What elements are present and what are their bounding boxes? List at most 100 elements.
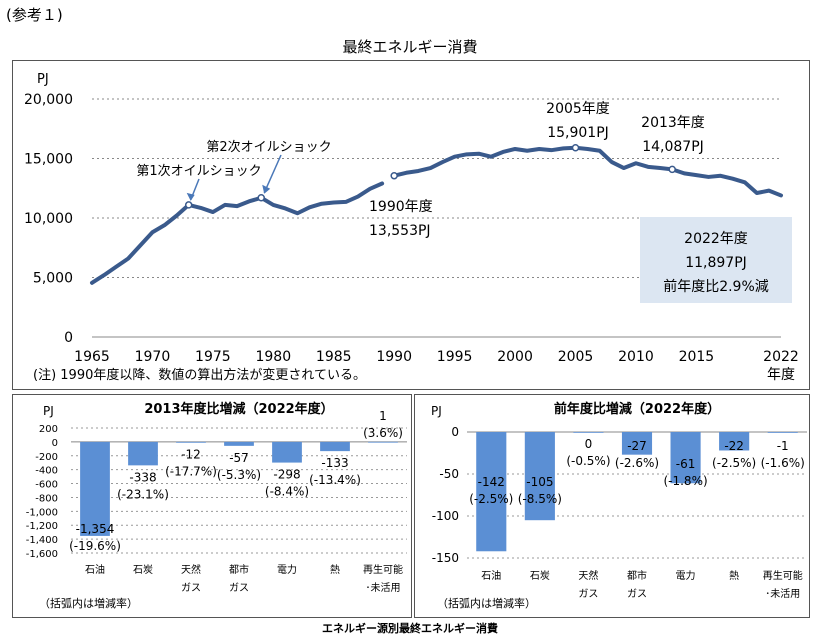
annotation-oil-shock-1: 第1次オイルショック xyxy=(136,163,261,179)
series-line xyxy=(392,145,783,198)
category-label: ガス xyxy=(627,588,647,600)
annotation-arrow-head xyxy=(186,192,195,201)
series-line xyxy=(90,181,385,285)
callout-line: 11,897PJ xyxy=(685,255,747,271)
y-tick-label: -1,400 xyxy=(26,535,58,546)
category-label: ガス xyxy=(578,588,598,600)
bar xyxy=(224,441,254,446)
bar xyxy=(476,432,507,552)
category-label: 熱 xyxy=(729,569,739,582)
category-label: 電力 xyxy=(277,563,297,576)
bottom-caption: エネルギー源別最終エネルギー消費 xyxy=(322,622,498,635)
y-tick-label: -1,600 xyxy=(26,549,58,560)
bar-value-label: -133 xyxy=(321,456,348,470)
x-tick-label: 2015 xyxy=(679,349,715,365)
main-chart-title: 最終エネルギー消費 xyxy=(342,38,478,56)
bar-chart-title: 前年度比増減（2022年度） xyxy=(554,401,720,417)
bar xyxy=(621,432,653,455)
y-tick-label: -50 xyxy=(439,467,459,481)
bar xyxy=(524,432,555,521)
bar-chart-title: 2013年度比増減（2022年度） xyxy=(144,401,333,417)
category-label: 石油 xyxy=(481,569,501,582)
bar-rate-label: (-19.6%) xyxy=(69,539,121,553)
y-tick-label: -1,200 xyxy=(26,521,58,532)
bar-chart-note: （括弧内は増減率） xyxy=(437,596,536,610)
bar-rate-label: (-2.6%) xyxy=(615,456,659,470)
category-label: 熱 xyxy=(330,563,340,576)
bar-value-label: -142 xyxy=(478,475,505,489)
bar-rate-label: (-1.6%) xyxy=(761,456,805,470)
highlight-point xyxy=(257,194,265,202)
bar xyxy=(272,441,302,463)
bar-rate-label: (3.6%) xyxy=(363,426,403,440)
bar-rate-label: (-8.4%) xyxy=(265,485,309,499)
bar-chart-note: （括弧内は増減率） xyxy=(39,596,138,610)
category-label: 再生可能 xyxy=(363,563,403,576)
category-label: ガス xyxy=(181,582,201,594)
bar xyxy=(719,432,750,451)
bar xyxy=(573,432,604,433)
bar xyxy=(128,441,158,466)
y-tick-label: -800 xyxy=(35,493,58,504)
callout-box xyxy=(640,217,792,303)
category-label: 石油 xyxy=(85,563,105,576)
y-tick-label: 10,000 xyxy=(24,211,73,227)
x-tick-label: 2005 xyxy=(558,349,594,365)
y-tick-label: 15,000 xyxy=(24,152,73,168)
highlight-point xyxy=(390,171,398,180)
bar-value-label: -57 xyxy=(229,451,249,465)
category-label: ･未活用 xyxy=(366,582,401,594)
category-label: 都市 xyxy=(627,569,647,582)
category-label: 再生可能 xyxy=(763,569,803,582)
main-line-chart: 0 5,000 10,000 15,000 20,000 PJ 1965 1970 1975 19… xyxy=(24,72,799,383)
bar-value-label: 0 xyxy=(585,437,593,451)
bar xyxy=(670,432,701,484)
y-tick-label: 200 xyxy=(39,424,58,435)
annotation-2013-value: 14,087PJ xyxy=(642,139,704,155)
highlight-point xyxy=(184,201,193,209)
bar-value-label: -1 xyxy=(777,439,789,453)
x-tick-label: 1970 xyxy=(135,349,171,365)
y-axis-unit: PJ xyxy=(431,404,442,418)
annotation-oil-shock-2: 第2次オイルショック xyxy=(206,139,331,155)
x-tick-label: 1995 xyxy=(437,349,473,365)
bar-rate-label: (-5.3%) xyxy=(217,468,261,482)
x-tick-label: 2000 xyxy=(497,349,533,365)
bar-chart-vs-2013: 2013年度比増減（2022年度） PJ 200 0 -200 -400 -600 -800 -… xyxy=(26,401,407,610)
category-label: 天然 xyxy=(578,569,598,582)
category-label: 都市 xyxy=(229,563,249,576)
bar-rate-label: (-0.5%) xyxy=(566,454,610,468)
y-tick-label: -600 xyxy=(35,480,58,491)
annotation-arrow-head xyxy=(262,184,271,194)
y-tick-label: 20,000 xyxy=(24,92,73,108)
highlight-point xyxy=(571,144,580,152)
sub-chart-prev-year-panel: 前年度比増減（2022年度） PJ 0 -50 -100 -150 -142 (-2.5%) 石… xyxy=(414,394,810,618)
bar-rate-label: (-8.5%) xyxy=(518,492,562,506)
bar-rate-label: (-23.1%) xyxy=(117,487,169,501)
category-label: ガス xyxy=(229,582,249,594)
bar-value-label: -61 xyxy=(676,457,696,471)
x-tick-label: 1975 xyxy=(195,349,231,365)
y-tick-label: -400 xyxy=(35,466,58,477)
bar-rate-label: (-2.5%) xyxy=(469,492,513,506)
note-text: (注) 1990年度以降、数値の算出方法が変更されている。 xyxy=(33,367,366,383)
y-tick-label: -1,000 xyxy=(26,507,58,518)
category-label: ･未活用 xyxy=(765,588,800,600)
bar-value-label: -105 xyxy=(526,475,553,489)
x-tick-label: 1980 xyxy=(255,349,291,365)
bar-value-label: -338 xyxy=(129,470,156,484)
y-axis-unit: PJ xyxy=(43,404,54,418)
bar-value-label: -1,354 xyxy=(76,522,115,536)
x-tick-label: 1965 xyxy=(74,349,110,365)
x-tick-label: 1985 xyxy=(316,349,352,365)
bar-rate-label: (-13.4%) xyxy=(309,473,361,487)
bar-value-label: -27 xyxy=(627,439,647,453)
bar-value-label: -298 xyxy=(273,468,300,482)
category-label: 石炭 xyxy=(133,564,153,576)
bar-rate-label: (-17.7%) xyxy=(165,465,217,479)
y-axis-unit: PJ xyxy=(37,72,49,87)
reference-label: (参考１) xyxy=(6,6,63,24)
bar-chart-vs-prev-year: 前年度比増減（2022年度） PJ 0 -50 -100 -150 -142 (-2.5%) 石… xyxy=(431,401,807,610)
annotation-2005-value: 15,901PJ xyxy=(547,125,609,141)
callout-line: 2022年度 xyxy=(684,231,748,247)
